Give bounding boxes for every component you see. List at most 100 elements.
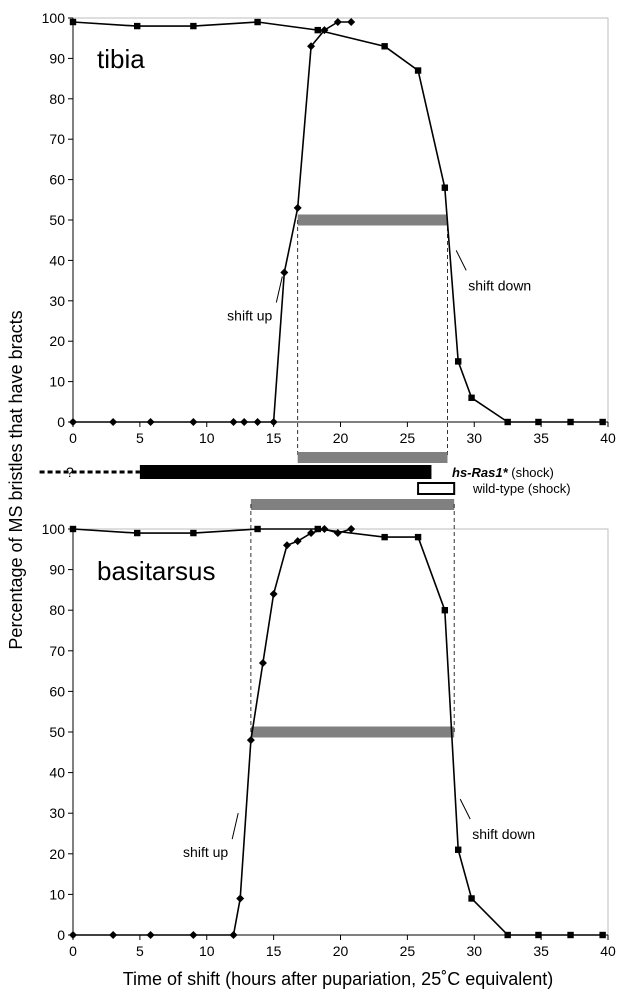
x-tick-label: 30: [466, 943, 482, 959]
gray-bar-basitarsus: [250, 499, 455, 510]
y-axis-title: Percentage of MS bristles that have brac…: [6, 310, 26, 649]
data-point-square: [504, 931, 511, 939]
data-point-diamond: [347, 525, 356, 533]
data-point-diamond: [320, 26, 329, 35]
shift-down-label: shift down: [472, 826, 535, 842]
shift-down-leader: [455, 250, 467, 271]
data-point-diamond: [293, 203, 302, 212]
data-point-diamond: [69, 931, 77, 939]
data-point-diamond: [280, 268, 289, 277]
data-point-square: [455, 358, 462, 365]
x-tick-label: 5: [136, 430, 144, 446]
y-tick-label: 0: [57, 414, 65, 430]
shift-down-label: shift down: [468, 277, 531, 293]
y-tick-label: 20: [49, 846, 65, 862]
x-tick-label: 5: [136, 943, 144, 959]
x-tick-label: 30: [466, 430, 482, 446]
half-max-bar-basitarsus: [250, 726, 455, 738]
x-tick-label: 10: [199, 430, 215, 446]
y-tick-label: 90: [49, 562, 65, 578]
gray-bar-tibia: [297, 452, 448, 463]
y-tick-label: 30: [49, 293, 65, 309]
y-tick-label: 80: [49, 602, 65, 618]
wild-type-shock-bar: [417, 482, 456, 495]
data-point-square: [134, 22, 141, 30]
data-point-diamond: [333, 529, 342, 538]
data-point-square: [455, 846, 462, 853]
wild-type-label: wild-type (shock): [472, 481, 571, 496]
data-point-diamond: [307, 529, 316, 538]
data-point-diamond: [333, 18, 342, 27]
x-tick-label: 0: [69, 943, 77, 959]
data-point-square: [190, 529, 197, 537]
data-point-diamond: [69, 418, 77, 426]
x-tick-label: 20: [333, 943, 349, 959]
data-point-square: [441, 607, 449, 614]
y-tick-label: 20: [49, 333, 65, 349]
data-point-square: [254, 525, 261, 533]
data-point-diamond: [320, 525, 329, 533]
shift-up-leader: [231, 813, 239, 840]
data-point-square: [599, 418, 606, 426]
data-point-square: [468, 895, 475, 902]
data-point-square: [567, 418, 574, 426]
x-tick-label: 20: [333, 430, 349, 446]
panel-label-tibia: tibia: [97, 44, 145, 74]
data-point-diamond: [109, 931, 118, 939]
y-tick-label: 60: [49, 683, 65, 699]
hs-ras1-label: hs-Ras1* (shock): [452, 465, 554, 480]
hs-ras1-shock-bar: [139, 465, 432, 479]
hs-ras1-label-italic: hs-Ras1*: [452, 465, 509, 480]
data-point-square: [190, 22, 197, 30]
data-point-diamond: [269, 418, 278, 426]
data-point-square: [567, 931, 574, 939]
y-tick-label: 70: [49, 643, 65, 659]
y-tick-label: 10: [49, 886, 65, 902]
stage-legend: ? hs-Ras1* (shock) wild-type (shock): [39, 452, 571, 510]
legend-question-mark: ?: [66, 464, 74, 480]
y-tick-label: 90: [49, 50, 65, 66]
data-point-diamond: [293, 537, 302, 546]
data-point-square: [414, 67, 422, 74]
y-tick-label: 80: [49, 91, 65, 107]
data-point-diamond: [229, 418, 238, 426]
data-point-diamond: [109, 418, 118, 426]
shift-up-label: shift up: [227, 308, 272, 324]
data-point-square: [414, 533, 422, 541]
data-point-diamond: [307, 42, 316, 51]
data-point-square: [254, 18, 261, 26]
data-point-diamond: [283, 541, 291, 550]
data-point-diamond: [146, 931, 155, 939]
data-point-square: [381, 43, 388, 50]
y-tick-label: 100: [42, 10, 66, 26]
data-point-square: [69, 18, 77, 26]
y-tick-label: 60: [49, 172, 65, 188]
data-point-square: [381, 533, 388, 541]
panel-label-basitarsus: basitarsus: [97, 556, 216, 586]
x-tick-label: 25: [400, 943, 416, 959]
y-tick-label: 30: [49, 805, 65, 821]
y-tick-label: 100: [42, 521, 66, 537]
data-point-diamond: [189, 418, 198, 426]
x-tick-label: 35: [533, 430, 549, 446]
data-point-diamond: [189, 931, 198, 939]
data-point-diamond: [236, 894, 245, 903]
y-tick-label: 50: [49, 724, 65, 740]
data-point-square: [468, 394, 475, 401]
data-point-diamond: [347, 18, 356, 27]
data-point-diamond: [258, 658, 267, 667]
data-point-square: [504, 418, 511, 426]
hs-ras1-label-suffix: (shock): [508, 465, 554, 480]
data-point-square: [314, 26, 321, 34]
x-tick-label: 35: [533, 943, 549, 959]
series-line-square: [72, 528, 603, 936]
x-tick-label: 15: [266, 943, 282, 959]
y-tick-label: 40: [49, 252, 65, 268]
x-tick-label: 40: [600, 430, 616, 446]
half-max-bar-tibia: [297, 214, 448, 226]
data-point-square: [69, 525, 77, 533]
x-tick-label: 40: [600, 943, 616, 959]
data-point-diamond: [269, 589, 278, 598]
data-point-square: [134, 529, 141, 537]
